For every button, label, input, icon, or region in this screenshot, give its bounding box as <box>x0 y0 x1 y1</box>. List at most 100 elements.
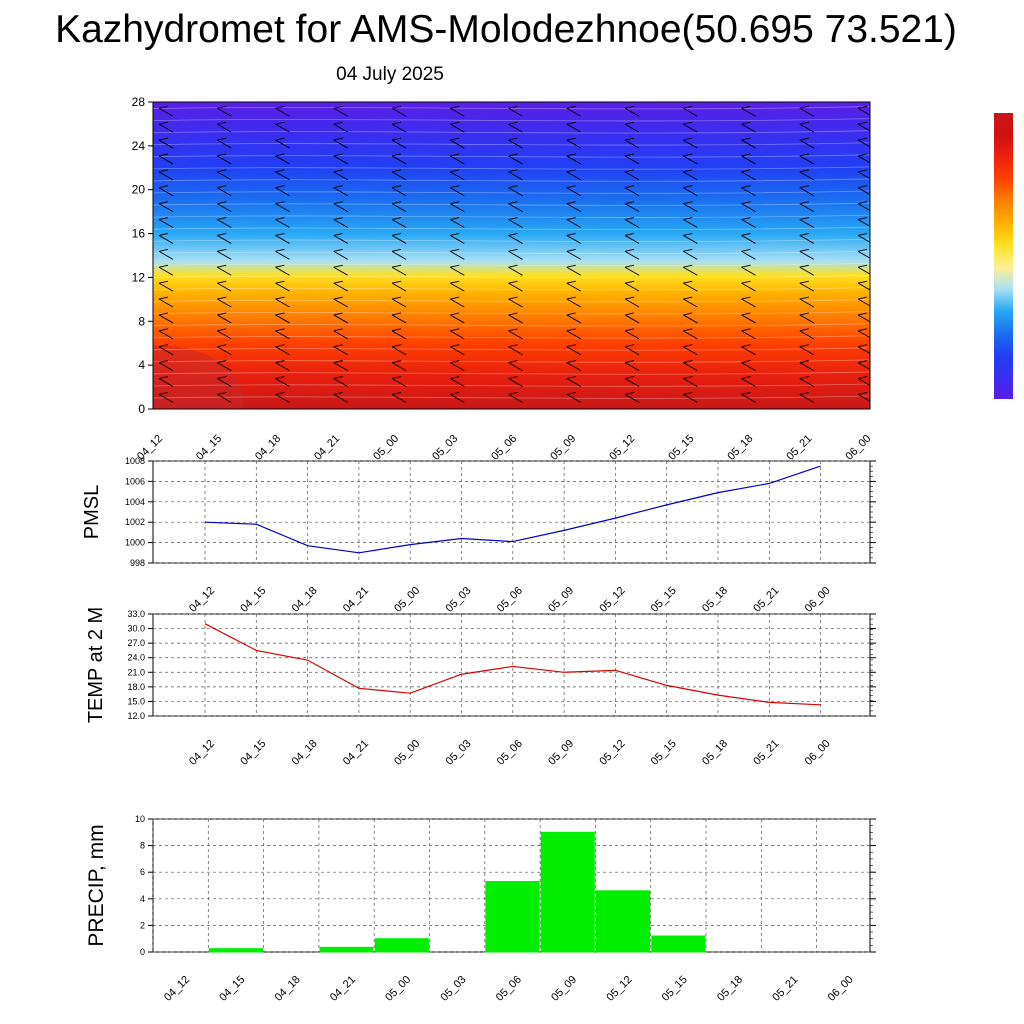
wind-barb <box>799 394 815 403</box>
x-tick-label: 05_18 <box>725 433 755 463</box>
wind-barb <box>741 123 756 133</box>
wind-barb-flag <box>566 296 576 300</box>
x-tick-label: 05_00 <box>371 433 401 463</box>
x-tick-label: 04_15 <box>217 974 247 1004</box>
wind-barb-flag <box>217 169 227 173</box>
wind-barb-flag <box>217 217 227 220</box>
wind-barb <box>624 282 640 292</box>
wind-barb-flag <box>857 391 868 395</box>
wind-barb <box>275 155 290 165</box>
wind-barb-flag <box>275 296 285 300</box>
wind-barb-flag <box>624 105 635 109</box>
wind-barb-flag <box>566 201 576 205</box>
wind-barb <box>683 362 698 372</box>
contour-line <box>153 154 870 158</box>
wind-barb <box>741 362 756 372</box>
wind-barb-flag <box>799 344 809 348</box>
wind-barb-flag <box>566 233 576 236</box>
wind-barb-flag <box>391 137 402 141</box>
wind-barb <box>566 171 582 181</box>
wind-barb-flag <box>799 328 809 332</box>
wind-barb <box>624 314 640 324</box>
wind-barb <box>566 378 582 387</box>
wind-barb-flag <box>624 217 635 220</box>
wind-barb-flag <box>158 217 169 220</box>
wind-barb-flag <box>508 121 518 125</box>
wind-barb <box>799 250 815 260</box>
wind-barb-flag <box>275 233 285 236</box>
wind-barb-flag <box>741 121 751 125</box>
wind-barb-flag <box>508 169 518 173</box>
wind-barb-flag <box>508 376 518 379</box>
wind-barb <box>508 330 523 340</box>
contour-line <box>153 226 870 230</box>
x-tick-label: 04_18 <box>290 738 320 768</box>
wind-barb-flag <box>275 312 285 316</box>
wind-barb-flag <box>683 201 693 205</box>
wind-barb-flag <box>450 344 460 348</box>
wind-barb-flag <box>508 233 518 236</box>
wind-barb <box>275 250 290 260</box>
wind-barb-flag <box>857 169 868 173</box>
wind-barb <box>158 330 174 340</box>
wind-barb <box>508 298 523 308</box>
wind-barb <box>741 203 756 213</box>
heatmap-field <box>153 102 870 409</box>
wind-barb-flag <box>566 344 576 348</box>
y-tick-label: 2 <box>140 920 145 930</box>
wind-barb <box>450 171 465 181</box>
wind-barb <box>566 266 582 276</box>
wind-barb-flag <box>741 105 751 109</box>
wind-barb <box>624 107 640 117</box>
wind-barb-flag <box>683 185 693 189</box>
wind-barb-flag <box>158 344 169 348</box>
wind-barb-flag <box>857 153 868 157</box>
wind-barb <box>566 394 582 403</box>
wind-barb-flag <box>857 296 868 300</box>
contour-line <box>153 238 870 242</box>
wind-barb-flag <box>217 344 227 348</box>
wind-barb <box>450 362 465 372</box>
x-tick-label: 04_12 <box>162 974 192 1004</box>
wind-barb-flag <box>566 121 576 125</box>
wind-barb <box>217 171 232 181</box>
wind-barb <box>333 219 348 228</box>
x-tick-label: 05_21 <box>770 974 800 1004</box>
wind-barb <box>217 139 232 149</box>
wind-barb-flag <box>741 137 751 141</box>
y-axis-title: PRECIP, mm <box>85 824 108 946</box>
precip-bar <box>208 948 263 953</box>
x-tick-label: 05_09 <box>546 585 576 615</box>
wind-barb <box>158 219 174 228</box>
wind-barb <box>333 203 348 213</box>
wind-barb-flag <box>624 233 635 236</box>
contour-line <box>153 287 870 291</box>
wind-barb-flag <box>683 169 693 173</box>
wind-barb-flag <box>217 201 227 205</box>
wind-barb-flag <box>333 201 343 205</box>
wind-barb <box>566 203 582 213</box>
wind-barb <box>683 314 698 324</box>
precip-bar <box>651 935 706 953</box>
contour-line <box>153 383 870 387</box>
wind-barb-flag <box>799 233 809 236</box>
wind-barb-flag <box>566 169 576 173</box>
wind-barb-flag <box>683 248 693 252</box>
wind-barb-flag <box>217 264 227 268</box>
wind-barb <box>799 155 815 165</box>
wind-barb <box>333 235 348 244</box>
precip-bar <box>596 890 651 953</box>
wind-barb <box>741 139 756 149</box>
wind-barb <box>799 330 815 340</box>
wind-barb <box>683 346 698 356</box>
wind-barb <box>217 314 232 324</box>
wind-barb-flag <box>391 153 402 157</box>
wind-barb-flag <box>217 137 227 141</box>
wind-barb-flag <box>217 296 227 300</box>
wind-barb-flag <box>508 217 518 220</box>
wind-barb-flag <box>391 296 402 300</box>
wind-barb-flag <box>450 153 460 157</box>
wind-barb-flag <box>275 264 285 268</box>
wind-barb-flag <box>158 312 169 316</box>
